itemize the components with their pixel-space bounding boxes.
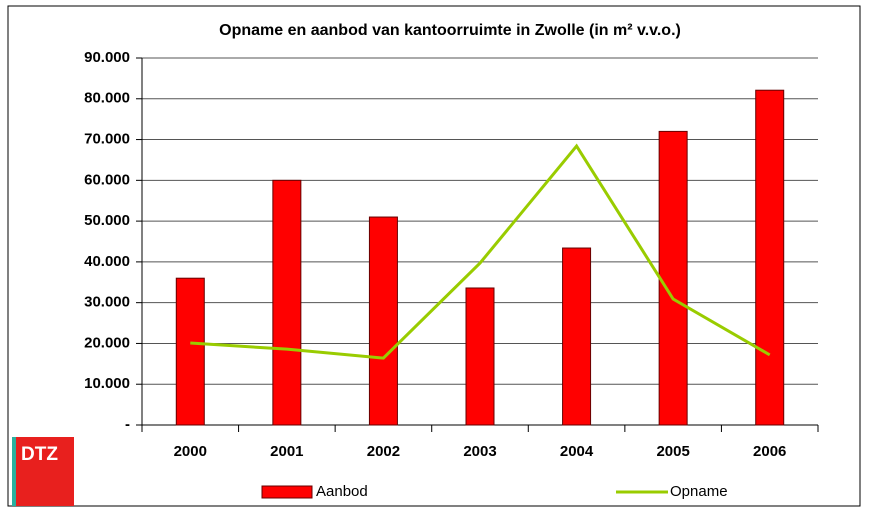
bar — [658, 130, 688, 426]
x-tick-label: 2004 — [560, 443, 594, 460]
logo-text: DTZ — [21, 444, 58, 465]
x-tick-label: 2005 — [656, 443, 689, 460]
bar — [272, 179, 302, 426]
y-tick-label: 60.000 — [84, 171, 130, 188]
legend-swatch — [261, 485, 313, 499]
y-tick-label: - — [125, 416, 130, 433]
x-tick-label: 2001 — [270, 443, 303, 460]
y-tick-label: 20.000 — [84, 334, 130, 351]
y-tick-label: 90.000 — [84, 49, 130, 66]
bar — [562, 247, 592, 426]
legend-label: Opname — [670, 483, 728, 500]
chart-frame — [7, 5, 861, 507]
line — [190, 143, 771, 360]
y-tick-label: 80.000 — [84, 90, 130, 107]
chart-title: Opname en aanbod van kantoorruimte in Zw… — [219, 22, 681, 39]
x-tick-label: 2000 — [174, 443, 207, 460]
y-tick-label: 50.000 — [84, 212, 130, 229]
y-tick-label: 10.000 — [84, 375, 130, 392]
bar — [175, 277, 205, 426]
bar — [755, 89, 785, 426]
logo-box — [12, 437, 74, 506]
x-tick-label: 2002 — [367, 443, 400, 460]
bar — [368, 216, 398, 426]
y-tick-label: 30.000 — [84, 294, 130, 311]
x-tick-label: 2003 — [463, 443, 496, 460]
y-tick-label: 40.000 — [84, 253, 130, 270]
legend-label: Aanbod — [316, 483, 368, 500]
y-tick-label: 70.000 — [84, 131, 130, 148]
logo-stripe — [12, 437, 16, 506]
x-tick-label: 2006 — [753, 443, 786, 460]
bar — [465, 287, 495, 426]
